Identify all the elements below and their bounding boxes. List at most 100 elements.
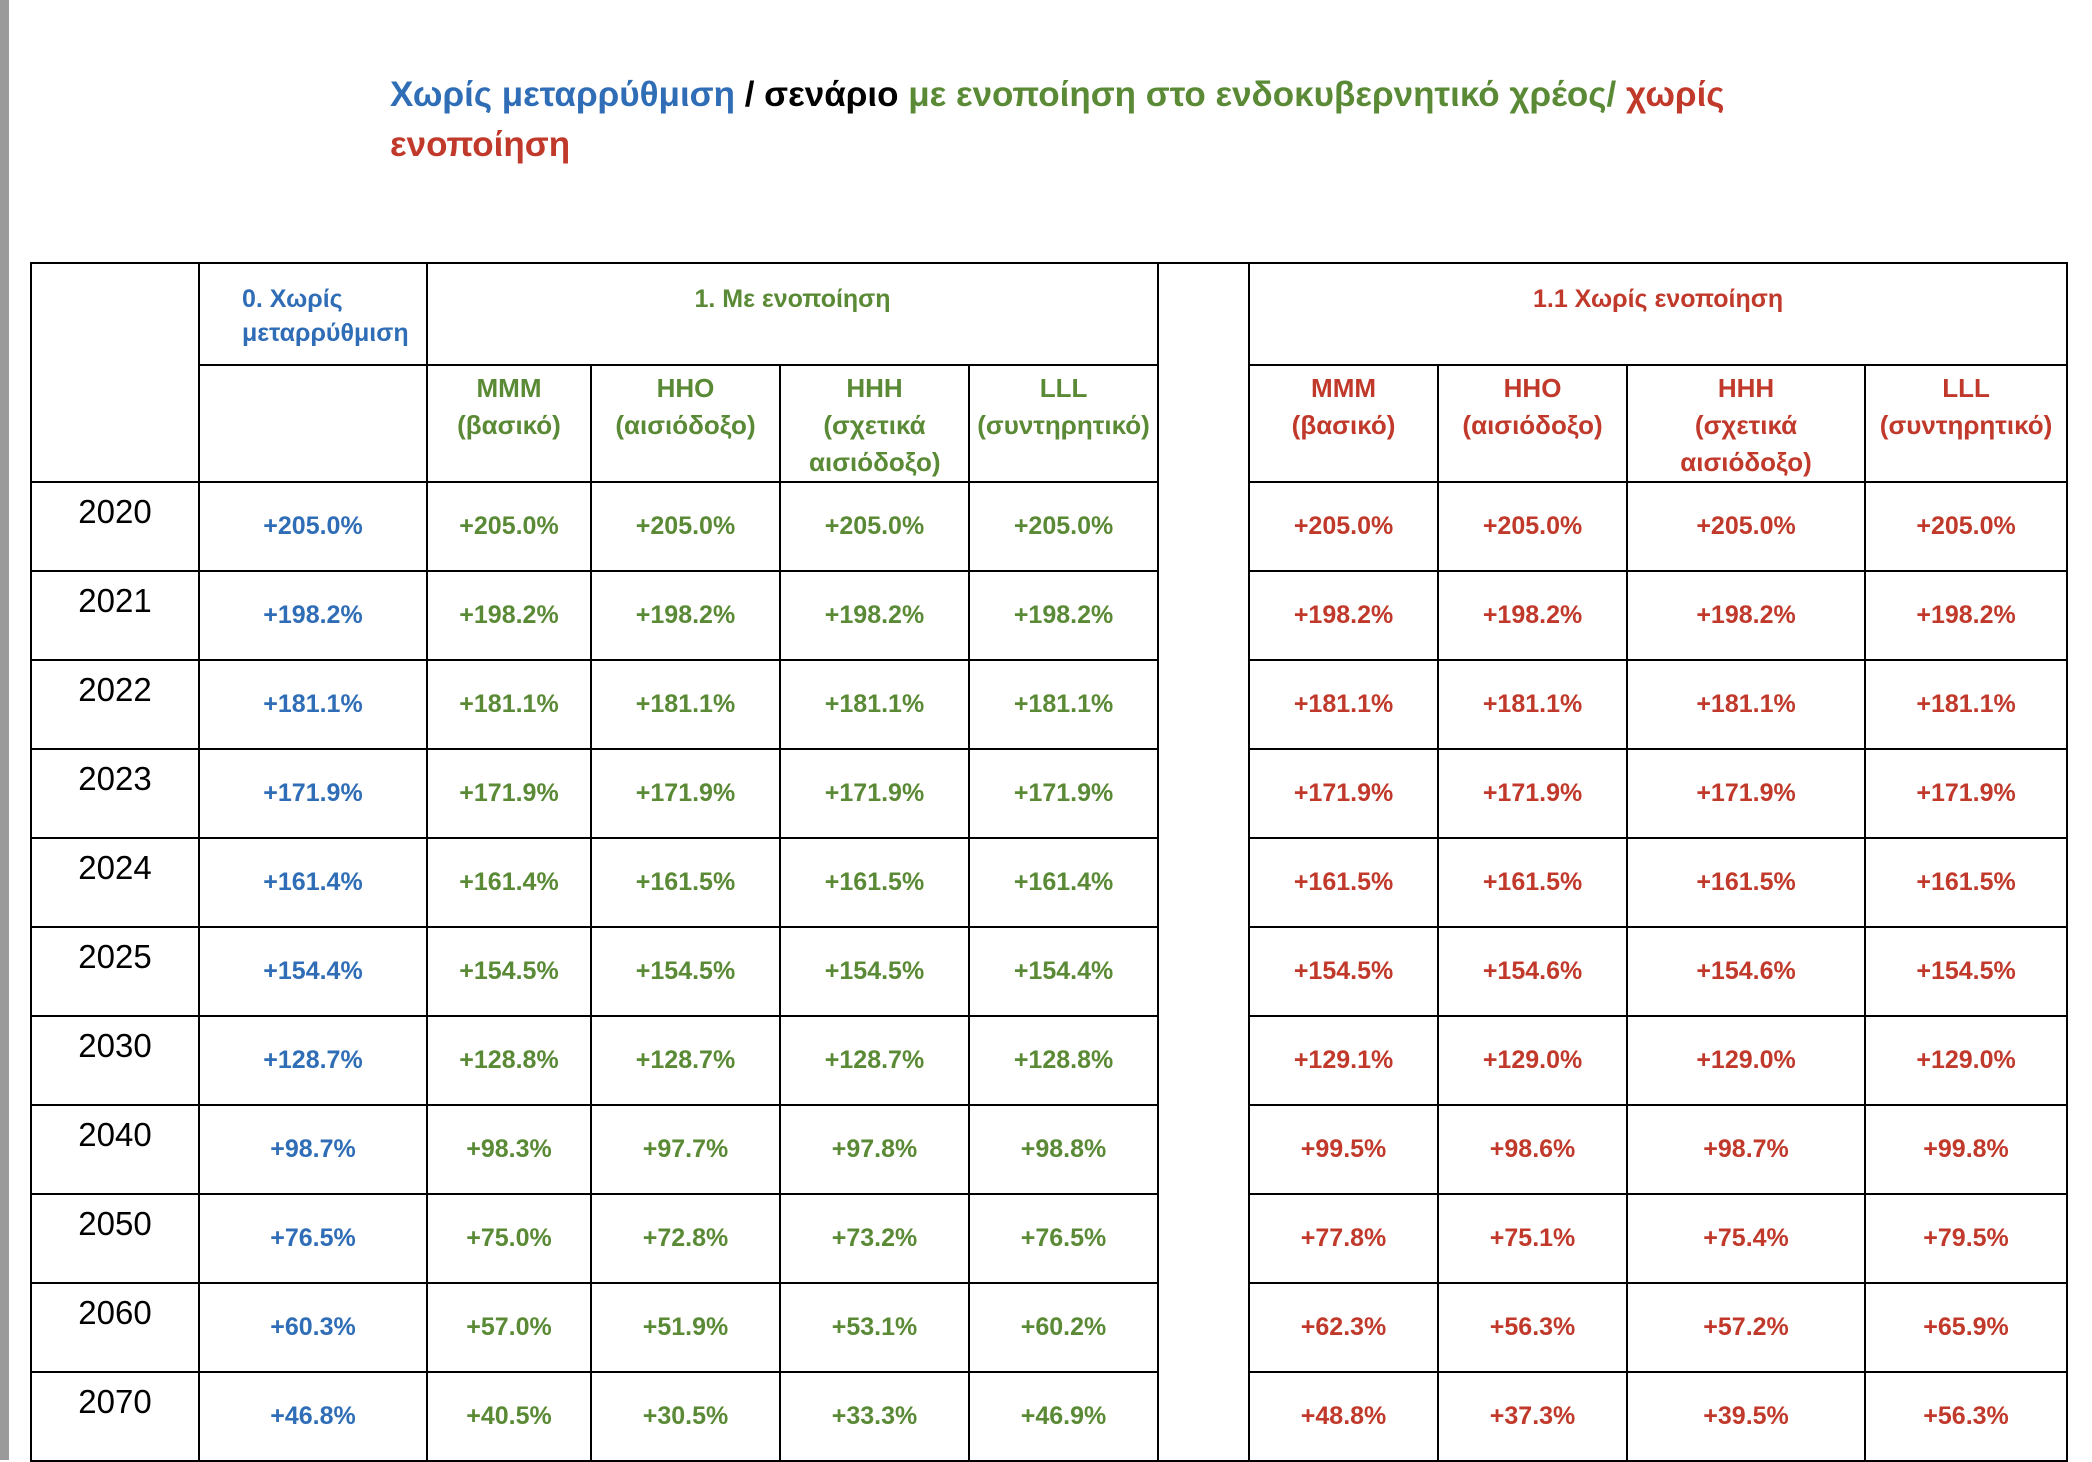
header-row-groups: 0. Χωρίς μεταρρύθμιση 1. Με ενοποίηση 1.… bbox=[30, 262, 2069, 1462]
scenario-desc: (συντηρητικό) bbox=[1879, 410, 2053, 440]
table-row: 2060 +60.3% +57.0% +51.9% +53.1% +60.2% +62.3%… bbox=[30, 1282, 2069, 1373]
title-no-consolidation: χωρίς ενοποίηση bbox=[390, 75, 1725, 164]
value-no-consolidation: +48.8% bbox=[1248, 1371, 1440, 1462]
value-consolidation: +205.0% bbox=[967, 481, 1160, 572]
scenario-code: HHH bbox=[1717, 373, 1775, 403]
sub-header-no-consolidation-hhh: HHH (σχετικά αισιόδοξο) bbox=[1626, 364, 1867, 483]
value-no-consolidation: +205.0% bbox=[1626, 481, 1867, 572]
value-no-reform: +161.4% bbox=[198, 837, 428, 928]
scenario-code: MMM bbox=[1311, 373, 1377, 403]
table-row: 2022 +181.1% +181.1% +181.1% +181.1% +181.1% +… bbox=[30, 659, 2069, 750]
value-no-consolidation: +129.0% bbox=[1626, 1015, 1867, 1106]
value-consolidation: +128.8% bbox=[426, 1015, 592, 1106]
value-no-reform: +171.9% bbox=[198, 748, 428, 839]
value-consolidation: +198.2% bbox=[967, 570, 1160, 661]
header-row-scenarios: MMM (βασικό) HHO (αισιόδοξο) HHH (σχετικά αισ… bbox=[31, 364, 2069, 483]
value-no-reform: +128.7% bbox=[198, 1015, 428, 1106]
scenario-desc: (βασικό) bbox=[457, 410, 561, 440]
value-no-consolidation: +65.9% bbox=[1864, 1282, 2069, 1373]
value-no-consolidation: +129.0% bbox=[1437, 1015, 1629, 1106]
value-no-consolidation: +171.9% bbox=[1437, 748, 1629, 839]
value-no-consolidation: +129.1% bbox=[1248, 1015, 1440, 1106]
sub-header-no-consolidation-hho: HHO (αισιόδοξο) bbox=[1437, 364, 1629, 483]
year-cell: 2025 bbox=[30, 926, 200, 1017]
value-no-consolidation: +56.3% bbox=[1437, 1282, 1629, 1373]
year-cell: 2020 bbox=[30, 481, 200, 572]
value-consolidation: +98.8% bbox=[967, 1104, 1160, 1195]
title-consolidation: με ενοποίηση στο ενδοκυβερνητικό χρέος/ bbox=[908, 75, 1617, 114]
value-consolidation: +73.2% bbox=[779, 1193, 970, 1284]
value-no-consolidation: +154.5% bbox=[1248, 926, 1440, 1017]
sub-header-no-consolidation-lll: LLL (συντηρητικό) bbox=[1864, 364, 2069, 483]
value-no-consolidation: +171.9% bbox=[1864, 748, 2069, 839]
value-no-consolidation: +161.5% bbox=[1437, 837, 1629, 928]
scenario-code: LLL bbox=[1039, 373, 1088, 403]
value-consolidation: +128.8% bbox=[967, 1015, 1160, 1106]
value-no-consolidation: +79.5% bbox=[1864, 1193, 2069, 1284]
group-header-consolidation: 1. Με ενοποίηση bbox=[425, 262, 1160, 366]
sub-header-consolidation-mmm: MMM (βασικό) bbox=[426, 364, 592, 483]
sub-header-consolidation-hho: HHO (αισιόδοξο) bbox=[590, 364, 781, 483]
value-consolidation: +171.9% bbox=[967, 748, 1160, 839]
value-consolidation: +57.0% bbox=[426, 1282, 592, 1373]
table-row: 2030 +128.7% +128.8% +128.7% +128.7% +128.8% +… bbox=[30, 1015, 2069, 1106]
year-cell: 2050 bbox=[30, 1193, 200, 1284]
value-no-consolidation: +129.0% bbox=[1864, 1015, 2069, 1106]
year-cell: 2070 bbox=[30, 1371, 200, 1462]
window-left-edge bbox=[0, 0, 9, 1460]
value-consolidation: +33.3% bbox=[779, 1371, 970, 1462]
value-no-consolidation: +77.8% bbox=[1248, 1193, 1440, 1284]
value-no-consolidation: +39.5% bbox=[1626, 1371, 1867, 1462]
table-row: 2040 +98.7% +98.3% +97.7% +97.8% +98.8% +99.5%… bbox=[30, 1104, 2069, 1195]
value-consolidation: +53.1% bbox=[779, 1282, 970, 1373]
table-row: 2070 +46.8% +40.5% +30.5% +33.3% +46.9% +48.8%… bbox=[30, 1371, 2069, 1462]
value-no-consolidation: +99.5% bbox=[1248, 1104, 1440, 1195]
value-no-reform: +205.0% bbox=[198, 481, 428, 572]
value-consolidation: +98.3% bbox=[426, 1104, 592, 1195]
spacer-column bbox=[1157, 262, 1251, 1462]
value-no-reform: +98.7% bbox=[198, 1104, 428, 1195]
value-no-consolidation: +75.4% bbox=[1626, 1193, 1867, 1284]
table-row: 2025 +154.4% +154.5% +154.5% +154.5% +154.4% +… bbox=[30, 926, 2069, 1017]
group-header-no-reform: 0. Χωρίς μεταρρύθμιση bbox=[198, 262, 428, 366]
scenario-desc: (αισιόδοξο) bbox=[615, 410, 756, 440]
value-no-reform: +76.5% bbox=[198, 1193, 428, 1284]
table-row: 2021 +198.2% +198.2% +198.2% +198.2% +198.2% +… bbox=[30, 570, 2069, 661]
value-no-consolidation: +56.3% bbox=[1864, 1371, 2069, 1462]
value-no-consolidation: +57.2% bbox=[1626, 1282, 1867, 1373]
value-consolidation: +46.9% bbox=[967, 1371, 1160, 1462]
value-consolidation: +181.1% bbox=[426, 659, 592, 750]
scenario-code: HHH bbox=[846, 373, 903, 403]
sub-header-consolidation-hhh: HHH (σχετικά αισιόδοξο) bbox=[779, 364, 970, 483]
year-cell: 2040 bbox=[30, 1104, 200, 1195]
table-row: 2023 +171.9% +171.9% +171.9% +171.9% +171.9% +… bbox=[30, 748, 2069, 839]
value-no-reform: +198.2% bbox=[198, 570, 428, 661]
value-consolidation: +128.7% bbox=[779, 1015, 970, 1106]
value-consolidation: +72.8% bbox=[590, 1193, 781, 1284]
value-consolidation: +161.4% bbox=[426, 837, 592, 928]
value-consolidation: +128.7% bbox=[590, 1015, 781, 1106]
scenario-desc: (αισιόδοξο) bbox=[1462, 410, 1603, 440]
title-scenario: / σενάριο bbox=[735, 75, 909, 114]
value-consolidation: +205.0% bbox=[426, 481, 592, 572]
year-cell: 2021 bbox=[30, 570, 200, 661]
debt-projection-table: 0. Χωρίς μεταρρύθμιση 1. Με ενοποίηση 1.… bbox=[30, 262, 2069, 1462]
value-no-consolidation: +198.2% bbox=[1626, 570, 1867, 661]
value-no-reform: +154.4% bbox=[198, 926, 428, 1017]
scenario-code: MMM bbox=[476, 373, 542, 403]
sub-header-empty bbox=[198, 364, 428, 483]
value-no-consolidation: +62.3% bbox=[1248, 1282, 1440, 1373]
value-no-consolidation: +99.8% bbox=[1864, 1104, 2069, 1195]
value-consolidation: +40.5% bbox=[426, 1371, 592, 1462]
value-no-consolidation: +198.2% bbox=[1437, 570, 1629, 661]
value-no-consolidation: +154.6% bbox=[1437, 926, 1629, 1017]
value-no-consolidation: +181.1% bbox=[1437, 659, 1629, 750]
value-no-consolidation: +154.5% bbox=[1864, 926, 2069, 1017]
table-row: 2024 +161.4% +161.4% +161.5% +161.5% +161.4% +… bbox=[30, 837, 2069, 928]
value-consolidation: +171.9% bbox=[779, 748, 970, 839]
value-no-consolidation: +161.5% bbox=[1864, 837, 2069, 928]
sub-header-no-consolidation-mmm: MMM (βασικό) bbox=[1248, 364, 1440, 483]
value-consolidation: +205.0% bbox=[590, 481, 781, 572]
value-no-reform: +60.3% bbox=[198, 1282, 428, 1373]
title-no-reform: Χωρίς μεταρρύθμιση bbox=[390, 75, 735, 114]
